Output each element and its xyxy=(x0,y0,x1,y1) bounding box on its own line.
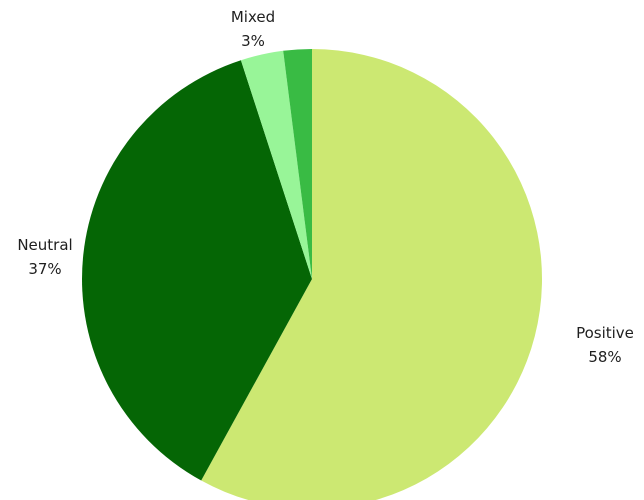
pie-slices xyxy=(82,48,542,500)
slice-label-mixed: Mixed xyxy=(231,8,275,26)
slice-label-neutral: Neutral xyxy=(17,236,72,254)
slice-label-positive: Positive xyxy=(576,324,634,342)
pie-slice-neutral xyxy=(82,60,312,481)
pie-slice-positive xyxy=(201,49,542,500)
slice-value-label-positive: 58% xyxy=(588,348,621,366)
slice-value-label-neutral: 37% xyxy=(28,260,61,278)
pie-slice-mixed xyxy=(240,50,312,280)
pie-slice-unlabeled xyxy=(283,48,312,279)
pie-labels: Positive 58% Neutral 37% Mixed 3% xyxy=(17,8,634,366)
slice-value-label-mixed: 3% xyxy=(241,32,265,50)
